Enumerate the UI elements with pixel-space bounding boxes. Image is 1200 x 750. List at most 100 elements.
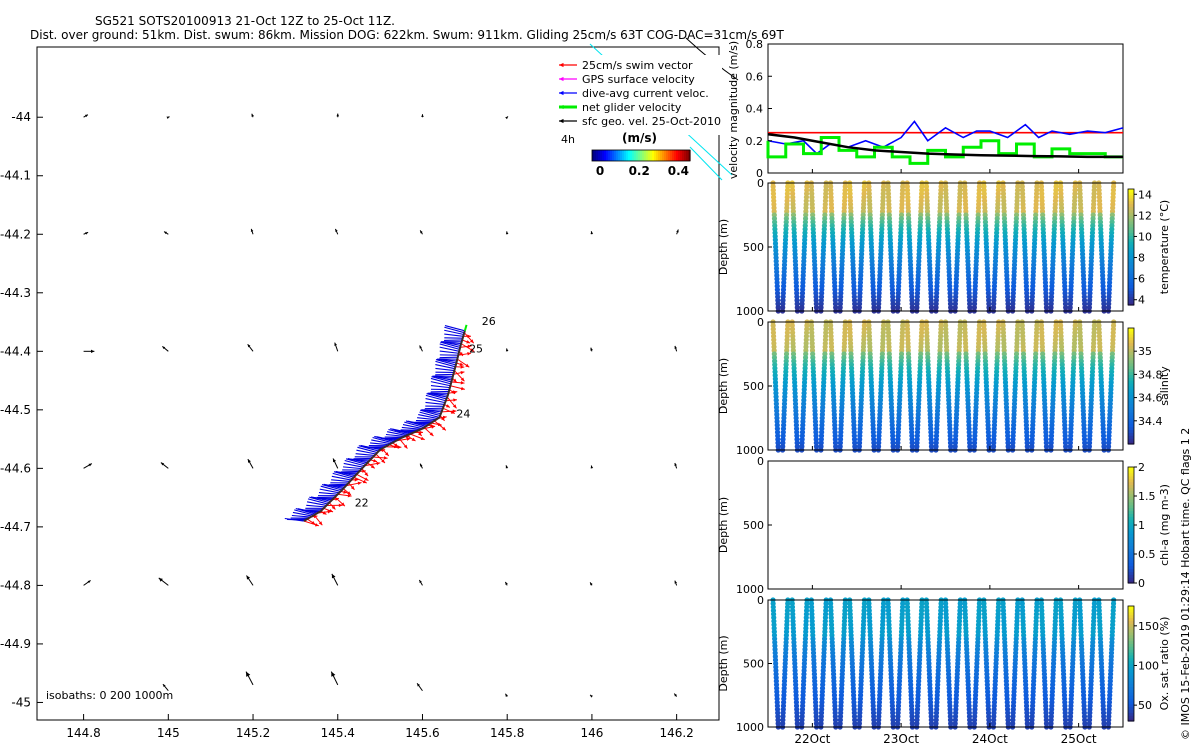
- colorbar-cell: [672, 150, 675, 161]
- section-colorbar-cell: [1128, 467, 1134, 471]
- section-colorbar-cell: [1128, 328, 1134, 332]
- colorbar-cell: [610, 150, 613, 161]
- net-velocity-vector: [463, 324, 468, 332]
- swim-vector-head: [467, 352, 472, 356]
- isobaths-label: isobaths: 0 200 1000m: [46, 689, 173, 702]
- section-y-tick-label-1: 500: [743, 380, 764, 393]
- legend-label-2: dive-avg current veloc.: [582, 87, 709, 100]
- day-label-2: 24: [456, 407, 470, 420]
- map-x-tick-label: 146.2: [659, 726, 693, 740]
- dac-vector: [444, 325, 465, 332]
- swim-vector-head: [437, 422, 442, 427]
- dac-vector: [387, 431, 407, 437]
- swim-vector-head: [357, 481, 362, 485]
- swim-vector-head: [384, 452, 389, 456]
- section-colorbar-label-5: 14: [1138, 188, 1152, 201]
- colorbar-cell: [616, 150, 619, 161]
- dac-vector: [372, 436, 393, 444]
- swim-vector-head: [403, 444, 408, 449]
- colorbar-cell: [636, 150, 639, 161]
- geo-vector-head: [90, 349, 95, 353]
- map-y-tick-label: -44.1: [0, 169, 31, 183]
- section-y-tick-label-0: 0: [757, 594, 764, 607]
- legend-swatch-head-0: [559, 62, 564, 68]
- dac-vector: [356, 449, 376, 455]
- dac-vector: [440, 341, 461, 348]
- map-x-tick-label: 145.2: [236, 726, 270, 740]
- credit-text: © IMOS 15-Feb-2019 01:29:14 Hobart time.…: [1179, 428, 1192, 740]
- legend-swatch-head-3: [559, 104, 564, 110]
- dac-vector: [294, 509, 315, 516]
- section-colorbar-cell: [1128, 606, 1134, 610]
- section-colorbar-title: chl-a (mg m-3): [1158, 484, 1171, 566]
- section-colorbar-label-0: 34.4: [1138, 415, 1163, 428]
- map-y-tick-label: -44: [11, 110, 31, 124]
- section-ylabel: Depth (m): [717, 635, 730, 691]
- dac-vector: [426, 393, 447, 400]
- swim-vector-head: [329, 508, 334, 513]
- section-colorbar-cell: [1128, 189, 1134, 193]
- geo-vector-head: [505, 581, 508, 585]
- geo-vector-head: [164, 231, 168, 235]
- figure-title: SG521 SOTS20100913 21-Oct 12Z to 25-Oct …: [95, 14, 395, 28]
- dac-vector: [309, 496, 330, 504]
- geo-vector-head: [590, 347, 593, 351]
- dac-vector: [320, 485, 341, 492]
- dac-vector: [401, 426, 421, 430]
- map-x-tick-label: 145.4: [321, 726, 355, 740]
- swim-vector-head: [373, 459, 378, 463]
- swim-vector-head: [376, 461, 381, 466]
- speed-colorbar: 0 0.2 0.4: [591, 149, 691, 178]
- section-y-tick-label-2: 1000: [736, 721, 764, 734]
- velocity-series-2: [766, 136, 1123, 165]
- legend-swatch-head-4: [559, 118, 564, 124]
- section-y-tick-label-0: 0: [757, 177, 764, 190]
- colorbar-cell: [674, 150, 677, 161]
- section-ylabel: Depth (m): [717, 497, 730, 553]
- colorbar-cell: [678, 150, 681, 161]
- swim-vector-head: [452, 378, 457, 383]
- swim-vector-head: [450, 410, 455, 414]
- geo-vector-head: [162, 346, 166, 350]
- swim-vector-head: [364, 477, 369, 481]
- map-panel: 144.8 145 145.2 145.4 145.6 145.8 146 146.2-44-…: [0, 46, 720, 740]
- colorbar-cell: [606, 150, 609, 161]
- swim-vector-head: [465, 363, 470, 368]
- geo-vector-head: [590, 465, 594, 469]
- velocity-ylabel: velocity magnitude (m/s): [727, 41, 740, 179]
- colorbar-cell: [604, 150, 607, 161]
- colorbar-cell: [624, 150, 627, 161]
- section-colorbar-label-1: 6: [1138, 273, 1145, 286]
- map-y-tick-label: -44.7: [0, 520, 31, 534]
- swim-vector-head: [350, 485, 355, 490]
- geo-vector-head: [331, 573, 336, 579]
- geo-vector-head: [247, 344, 251, 348]
- geo-vector-head: [333, 458, 337, 463]
- dac-vector: [418, 414, 438, 420]
- swim-vector-head: [311, 520, 316, 525]
- dac-vector: [332, 472, 353, 480]
- swim-vector-head: [460, 371, 465, 375]
- section-y-tick-label-0: 0: [757, 316, 764, 329]
- map-y-tick-label: -44.8: [0, 578, 31, 592]
- map-y-tick-label: -45: [11, 695, 31, 709]
- dac-vector: [435, 364, 455, 370]
- colorbar-cell: [626, 150, 629, 161]
- velocity-y-tick-label-2: 0.4: [746, 103, 764, 116]
- swim-vector-head: [318, 521, 323, 526]
- geo-vector-head: [85, 232, 89, 235]
- colorbar-cell: [666, 150, 669, 161]
- swim-vector-head: [394, 443, 399, 447]
- dac-vector: [417, 417, 437, 421]
- section-x-tick-label-0: 22Oct: [794, 732, 830, 746]
- dac-vector: [439, 346, 460, 352]
- colorbar-cell: [644, 150, 647, 161]
- colorbar-cell: [600, 150, 603, 161]
- colorbar-cell: [598, 150, 601, 161]
- geo-vector-head: [505, 231, 509, 235]
- dac-vector: [333, 471, 355, 478]
- legend-time-label: 4h: [561, 133, 575, 146]
- colorbar-cell: [658, 150, 661, 161]
